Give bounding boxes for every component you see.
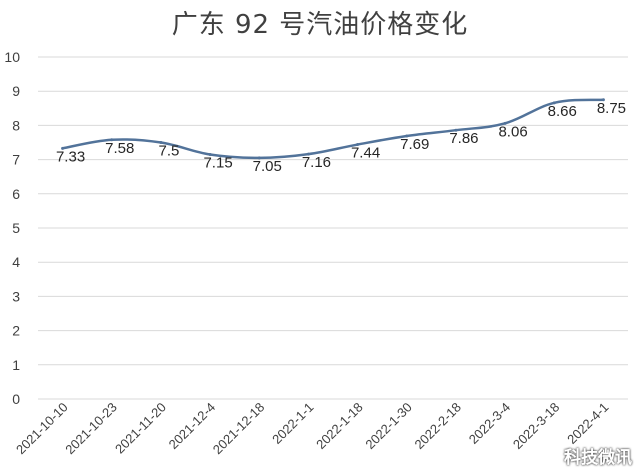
x-tick-label: 2022-3-4: [466, 400, 513, 447]
data-label: 8.06: [498, 123, 527, 140]
x-tick-label: 2022-1-1: [269, 400, 316, 447]
x-tick-label: 2021-12-4: [166, 400, 219, 453]
x-tick-label: 2021-11-20: [112, 400, 169, 457]
data-point: [601, 98, 605, 102]
data-point: [405, 134, 409, 138]
x-tick-label: 2022-3-18: [510, 400, 563, 453]
data-point: [552, 101, 556, 105]
data-label: 7.44: [351, 145, 380, 162]
y-tick-label: 3: [12, 288, 20, 304]
data-label: 8.66: [548, 103, 577, 120]
series-line: [62, 98, 604, 160]
y-tick-label: 8: [12, 117, 20, 133]
x-tick-label: 2021-10-10: [13, 400, 71, 458]
data-label: 7.15: [203, 154, 232, 171]
data-point: [208, 152, 212, 156]
data-point: [356, 143, 360, 147]
data-point: [159, 141, 163, 144]
data-point: [61, 146, 65, 150]
x-tick-label: 2021-12-18: [210, 400, 268, 458]
data-label: 7.69: [400, 136, 429, 153]
x-tick-label: 2022-2-18: [412, 400, 465, 453]
data-label: 7.16: [302, 154, 331, 171]
data-label: 8.75: [597, 100, 626, 117]
data-point: [257, 156, 261, 160]
data-point: [306, 152, 310, 156]
x-tick-label: 2022-4-1: [564, 400, 611, 447]
data-label: 7.58: [105, 140, 134, 157]
x-tick-label: 2022-1-30: [362, 400, 415, 453]
y-tick-label: 6: [12, 186, 20, 202]
x-tick-label: 2022-1-18: [313, 400, 366, 453]
y-tick-label: 9: [12, 83, 20, 99]
data-point: [454, 128, 458, 132]
data-label: 7.86: [449, 130, 478, 147]
chart-title: 广东 92 号汽油价格变化: [171, 10, 469, 40]
y-tick-label: 10: [4, 49, 20, 65]
y-tick-label: 1: [12, 357, 20, 373]
y-tick-label: 4: [12, 254, 20, 270]
data-point: [503, 121, 507, 125]
data-label: 7.33: [56, 148, 85, 165]
watermark: 科技微讯: [564, 448, 632, 468]
y-tick-label: 7: [12, 152, 20, 168]
data-label: 7.5: [158, 143, 179, 160]
x-tick-label: 2021-10-23: [62, 400, 120, 458]
y-tick-label: 0: [12, 391, 20, 407]
data-point: [110, 138, 114, 142]
y-tick-label: 2: [12, 323, 20, 339]
data-label: 7.05: [253, 158, 282, 175]
y-tick-label: 5: [12, 220, 20, 236]
